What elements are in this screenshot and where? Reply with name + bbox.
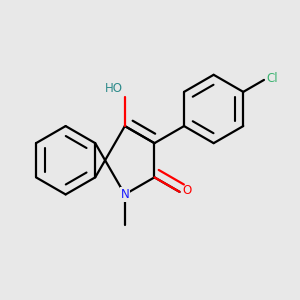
- Text: HO: HO: [105, 82, 123, 95]
- Text: Cl: Cl: [266, 73, 278, 85]
- Text: N: N: [121, 188, 129, 201]
- Text: O: O: [182, 184, 192, 197]
